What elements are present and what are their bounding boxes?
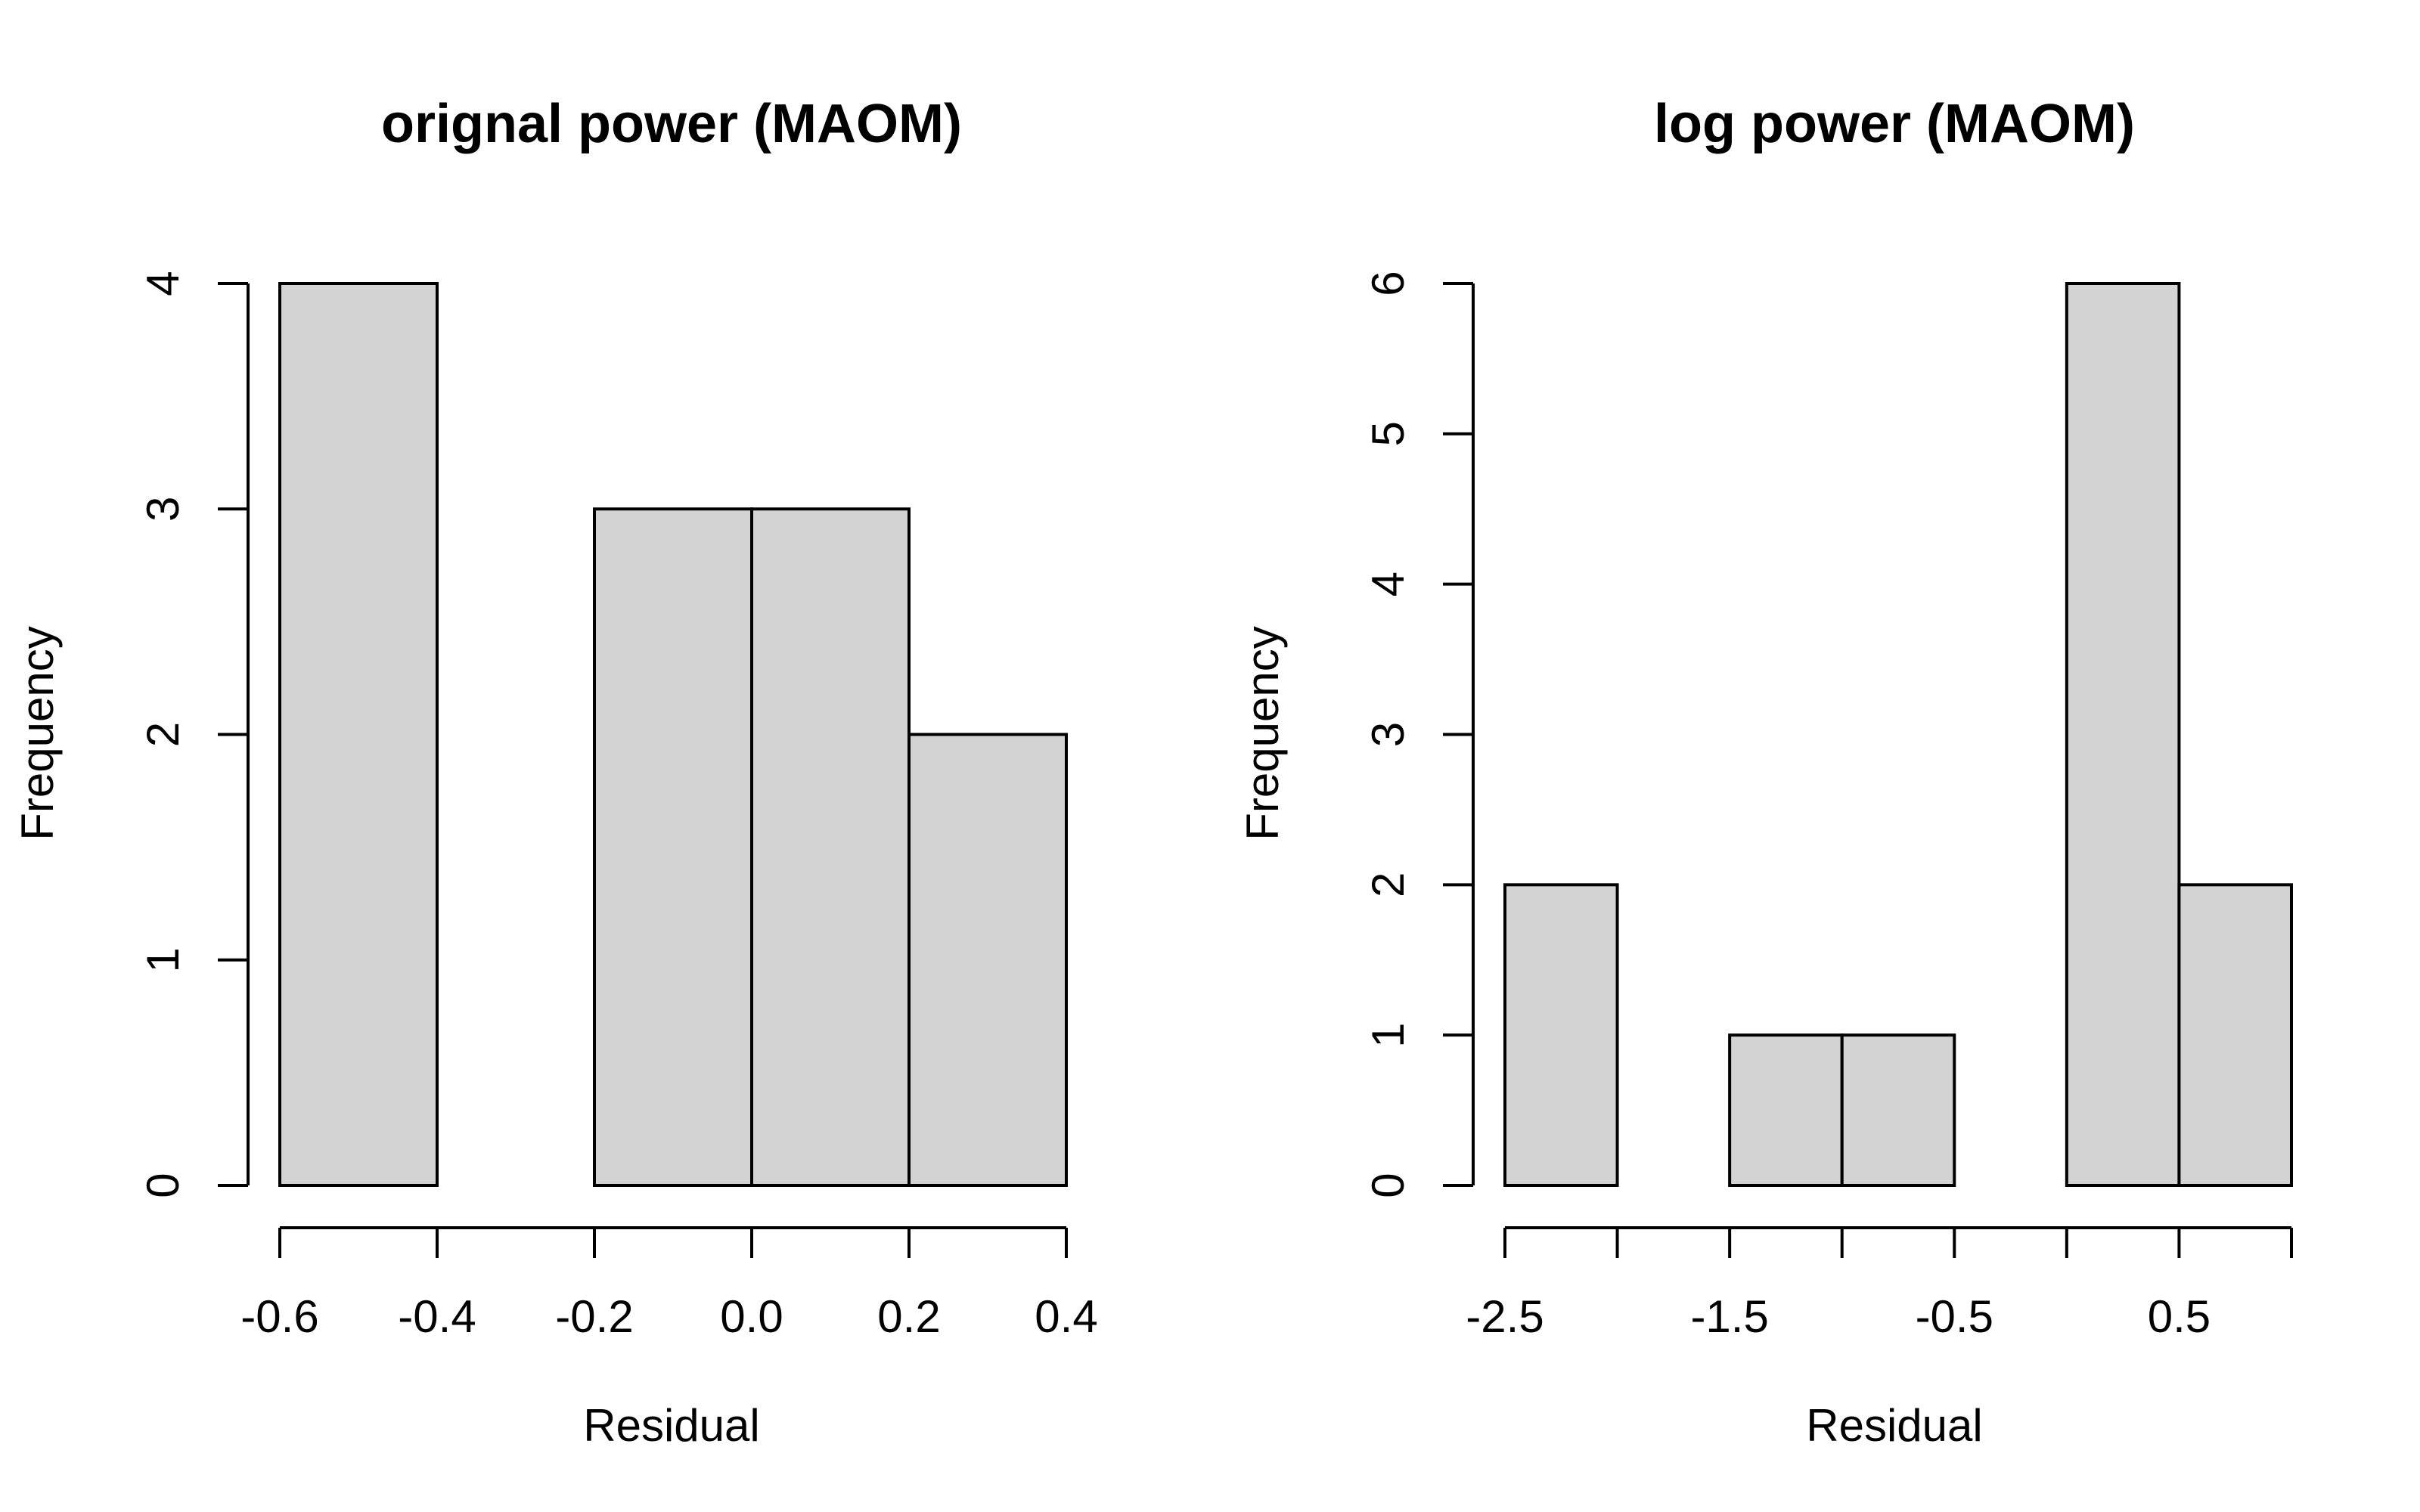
x-tick-label: -0.2	[555, 1291, 633, 1342]
histogram-bar	[908, 733, 1068, 1187]
x-tick-label: -0.4	[398, 1291, 476, 1342]
histogram-bar	[593, 507, 753, 1187]
x-tick-label: 0.5	[2148, 1291, 2211, 1342]
histogram-bar	[1503, 883, 1619, 1188]
histogram-bar	[278, 282, 439, 1187]
histogram-panel-log: log power (MAOM) Residual Frequency -2.5…	[1237, 94, 2293, 1451]
y-tick-label: 0	[138, 1173, 188, 1198]
bars-group	[1503, 282, 2293, 1188]
histogram-bar	[2177, 883, 2293, 1188]
histogram-bar	[1728, 1033, 1844, 1187]
x-tick-label: -0.5	[1916, 1291, 1993, 1342]
bars-group	[278, 282, 1068, 1187]
histogram-panel-original: orignal power (MAOM) Residual Frequency …	[12, 94, 1098, 1451]
y-axis: 0 1 2 3 4	[138, 271, 250, 1198]
y-axis-label: Frequency	[1237, 626, 1288, 840]
x-tick-label: 0.4	[1035, 1291, 1097, 1342]
y-tick-label: 3	[138, 497, 188, 522]
y-tick-label: 1	[138, 947, 188, 972]
y-axis: 0 1 2 3 4 5 6	[1363, 271, 1475, 1198]
y-tick-label: 2	[138, 722, 188, 747]
chart-title: orignal power (MAOM)	[381, 94, 962, 154]
x-axis: -0.6 -0.4 -0.2 0.0 0.2 0.4	[240, 1226, 1098, 1342]
y-tick-label: 4	[138, 271, 188, 296]
y-axis-label: Frequency	[12, 626, 63, 840]
y-tick-label: 0	[1363, 1173, 1413, 1198]
x-axis: -2.5 -1.5 -0.5 0.5	[1466, 1226, 2293, 1342]
x-tick-label: -1.5	[1690, 1291, 1768, 1342]
histogram-bar	[750, 507, 911, 1187]
y-tick-label: 2	[1363, 872, 1413, 897]
x-axis-label: Residual	[583, 1400, 759, 1451]
y-tick-label: 6	[1363, 271, 1413, 296]
histogram-bar	[2065, 282, 2181, 1187]
histogram-bar	[1840, 1033, 1956, 1187]
x-axis-label: Residual	[1806, 1400, 1982, 1451]
y-tick-label: 3	[1363, 722, 1413, 747]
x-tick-label: 0.2	[877, 1291, 940, 1342]
x-tick-label: -0.6	[240, 1291, 318, 1342]
x-tick-label: 0.0	[720, 1291, 783, 1342]
x-tick-label: -2.5	[1466, 1291, 1544, 1342]
y-tick-label: 4	[1363, 572, 1413, 596]
chart-title: log power (MAOM)	[1654, 94, 2135, 154]
y-tick-label: 5	[1363, 421, 1413, 446]
y-tick-label: 1	[1363, 1022, 1413, 1047]
